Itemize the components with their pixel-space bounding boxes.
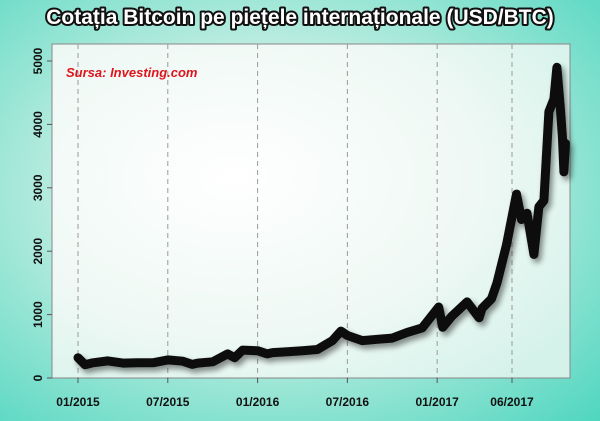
y-tick-label: 0	[31, 374, 45, 381]
x-tick-label: 01/2017	[415, 395, 459, 409]
series-layer	[73, 62, 570, 370]
x-tick-label: 07/2015	[146, 395, 190, 409]
series-line	[73, 62, 570, 370]
x-tick-label: 01/2016	[236, 395, 280, 409]
chart-title: Cotația Bitcoin pe piețele internațional…	[46, 6, 554, 29]
y-tick-label: 1000	[31, 301, 45, 328]
y-tick-label: 3000	[31, 174, 45, 201]
source-label: Sursa: Investing.com	[66, 65, 198, 80]
y-tick-label: 4000	[31, 111, 45, 138]
y-tick-label: 2000	[31, 238, 45, 265]
x-axis: 01/2015 07/2015 01/2016 07/2016 01/2017 06/20…	[56, 378, 534, 409]
plot-area	[51, 43, 571, 379]
y-tick-label: 5000	[31, 47, 45, 74]
x-tick-label: 01/2015	[56, 395, 100, 409]
x-tick-label: 07/2016	[326, 395, 370, 409]
y-axis: 0 1000 2000 3000 4000 5000	[31, 47, 52, 381]
x-tick-label: 06/2017	[490, 395, 534, 409]
